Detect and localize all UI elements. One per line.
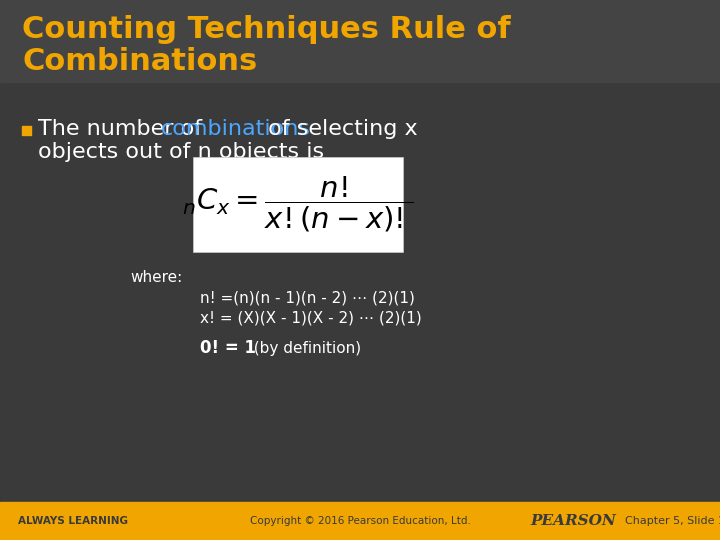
Text: 0! = 1: 0! = 1 [200,339,256,357]
Text: x! = (X)(X - 1)(X - 2) ⋯ (2)(1): x! = (X)(X - 1)(X - 2) ⋯ (2)(1) [200,310,422,326]
Bar [0,502,720,540]
Text: ALWAYS LEARNING: ALWAYS LEARNING [18,516,128,526]
Text: objects out of n objects is: objects out of n objects is [38,142,324,162]
Text: $_{n}C_{x} = \dfrac{n!}{x!(n-x)!}$: $_{n}C_{x} = \dfrac{n!}{x!(n-x)!}$ [182,175,413,234]
Text: (by definition): (by definition) [244,341,361,355]
Text: Combinations: Combinations [22,48,257,77]
Text: Counting Techniques Rule of: Counting Techniques Rule of [22,16,510,44]
Text: of selecting x: of selecting x [261,119,418,139]
Text: n! =(n)(n - 1)(n - 2) ⋯ (2)(1): n! =(n)(n - 1)(n - 2) ⋯ (2)(1) [200,291,415,306]
Text: combinations: combinations [161,119,311,139]
Text: where:: where: [130,271,182,286]
Text: Copyright © 2016 Pearson Education, Ltd.: Copyright © 2016 Pearson Education, Ltd. [250,516,470,526]
Bar [22,126,31,135]
Text: PEARSON: PEARSON [530,514,616,528]
Bar [0,0,720,82]
FancyBboxPatch shape [193,157,403,252]
Text: The number of: The number of [38,119,210,139]
Text: Chapter 5, Slide 16: Chapter 5, Slide 16 [625,516,720,526]
